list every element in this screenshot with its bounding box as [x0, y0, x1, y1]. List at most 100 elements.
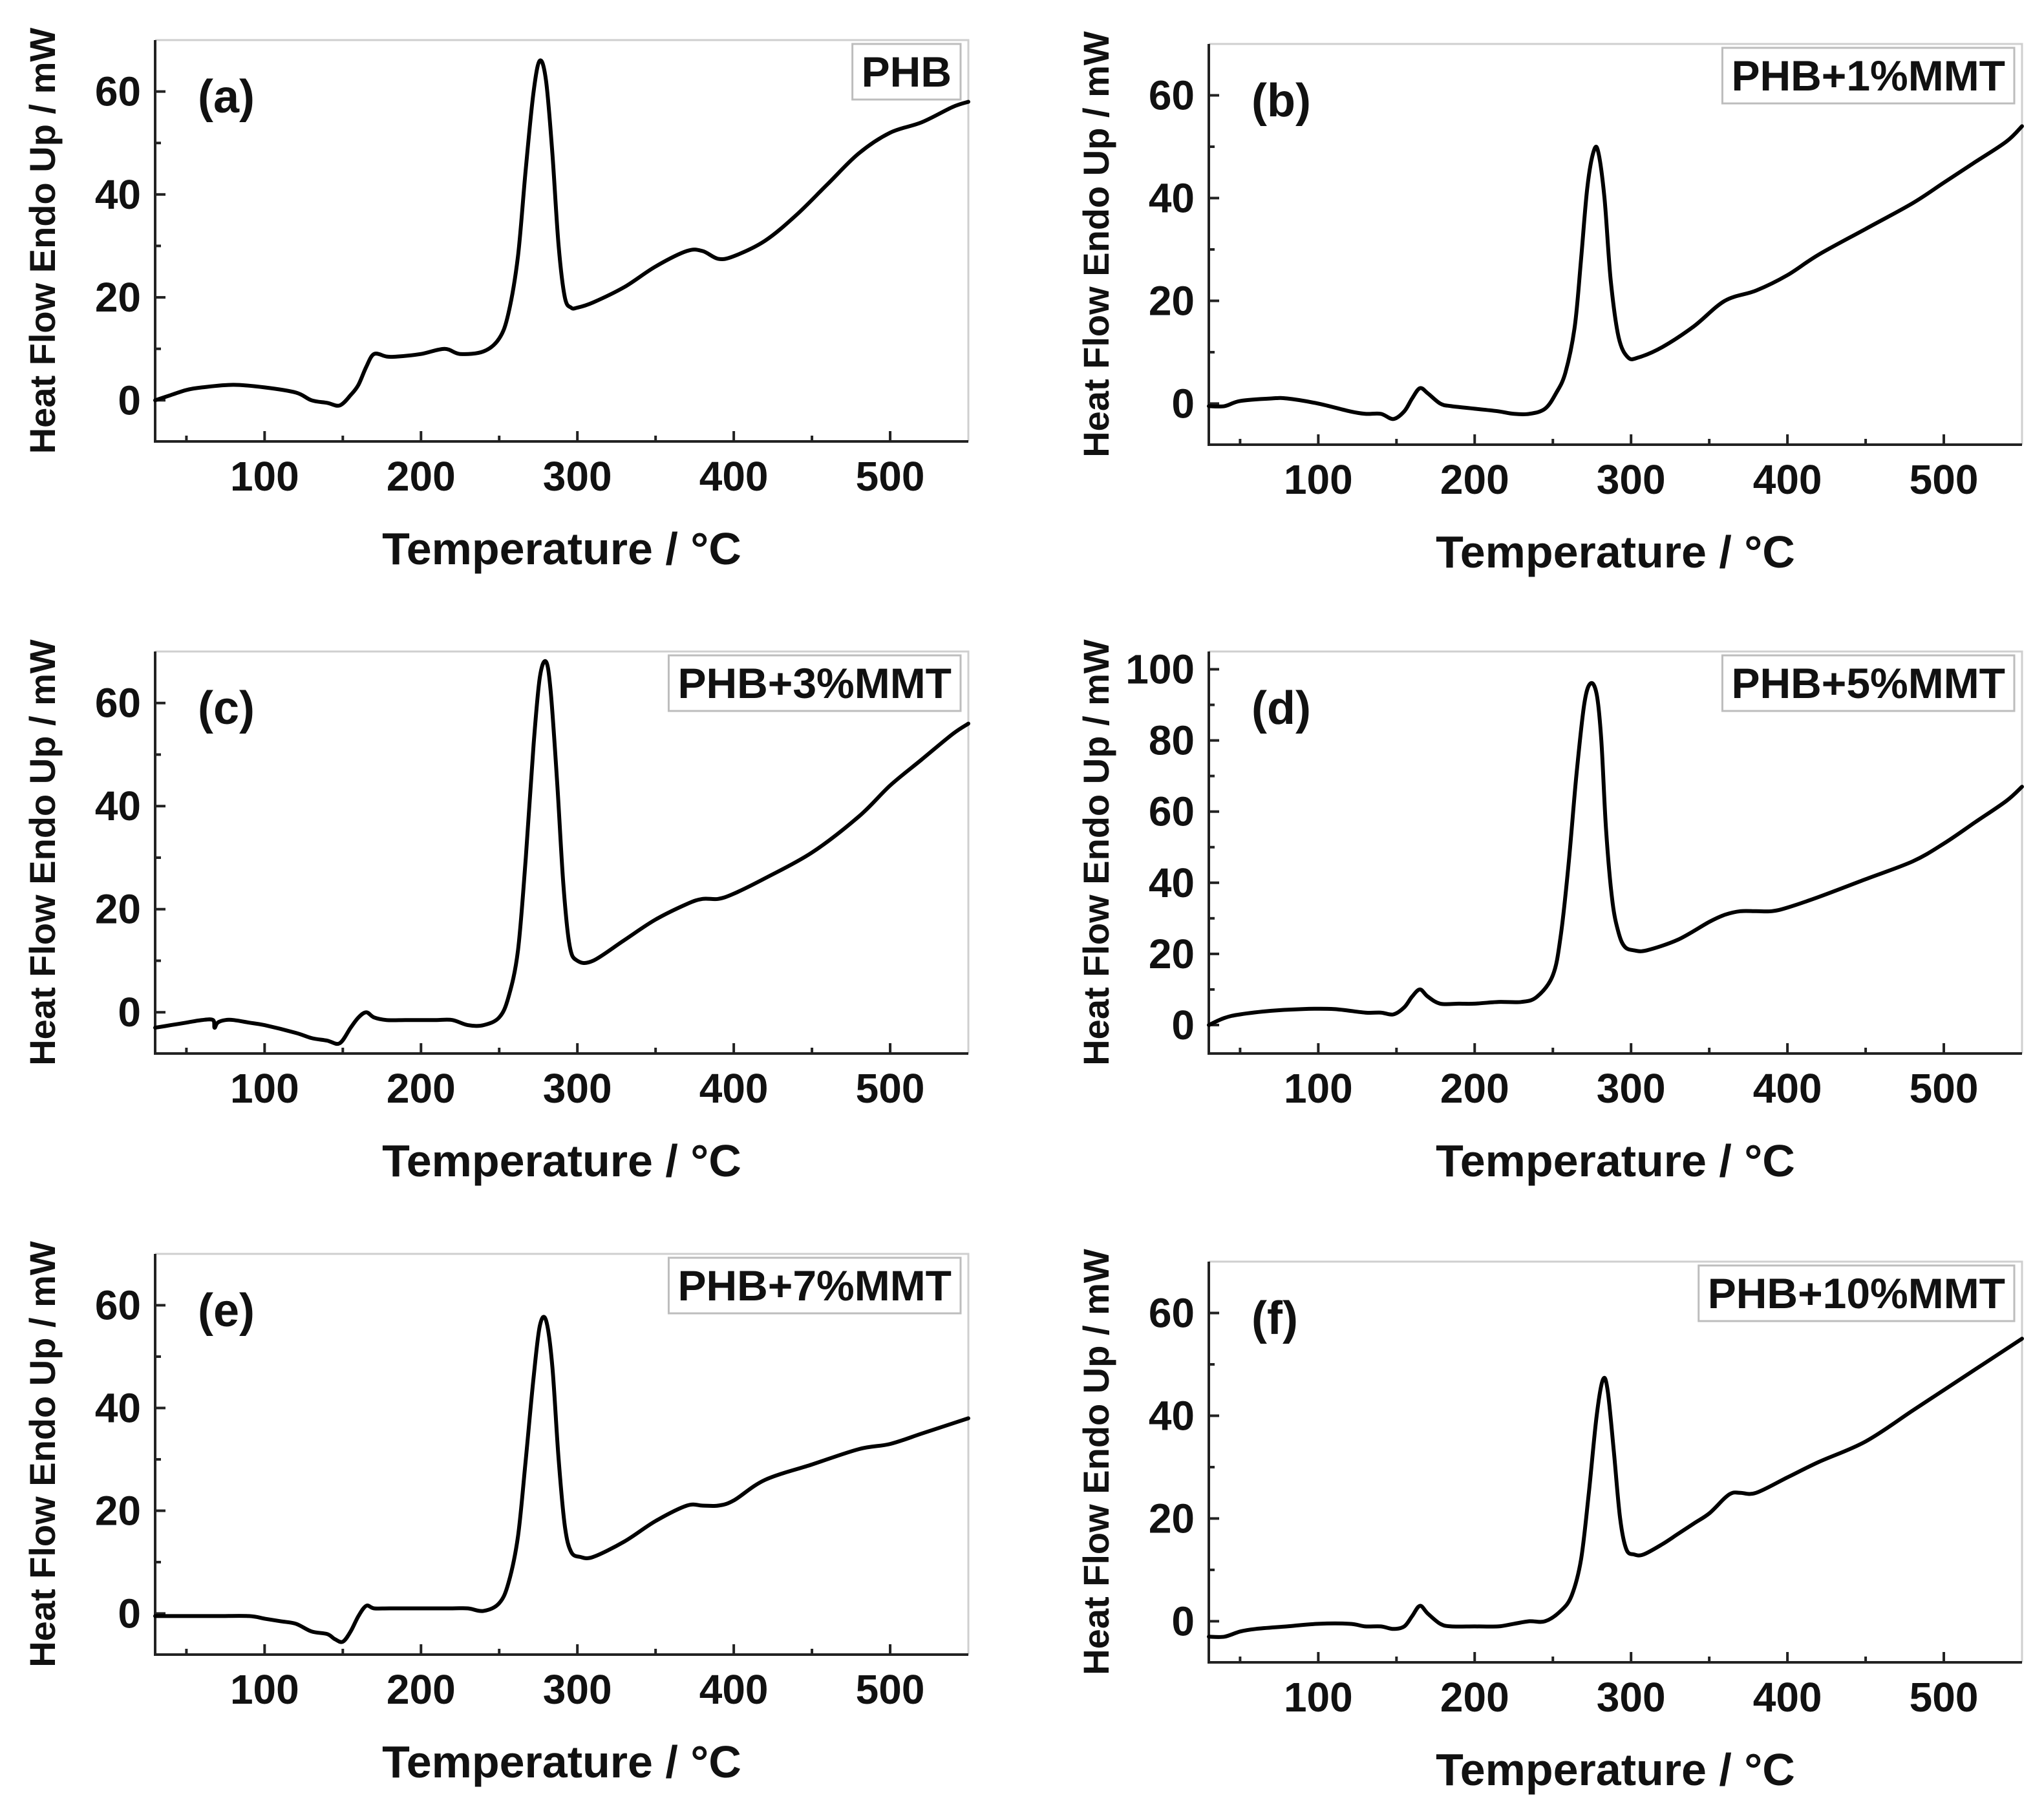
panel-f-series-line [1207, 1337, 2024, 1639]
panel-f-xtick-label: 100 [1284, 1674, 1353, 1721]
panel-d-xtick-label: 300 [1597, 1065, 1666, 1112]
panel-a-xtick-label: 500 [856, 453, 925, 500]
panel-d-ytick-label: 20 [1149, 931, 1195, 977]
panel-e-ytick-label: 60 [95, 1282, 141, 1328]
panel-d-xtick-label: 100 [1284, 1065, 1353, 1112]
panel-a-ytick-label: 40 [95, 171, 141, 218]
panel-b: 100 200 300 400 500 0 20 40 60 Temperature / °C He… [1076, 31, 2024, 577]
panel-d-ytick-label: 60 [1149, 789, 1195, 835]
panel-c-xtick-label: 500 [856, 1065, 925, 1112]
panel-d-series-line [1207, 681, 2024, 1027]
panel-b-ylabel: Heat Flow Endo Up / mW [1076, 31, 1116, 458]
panel-c-ytick-label: 40 [95, 783, 141, 829]
panel-e-legend-box [667, 1256, 962, 1315]
panel-b-ytick-label: 20 [1149, 277, 1195, 324]
panel-e-xtick-label: 300 [543, 1666, 612, 1713]
panel-f-legend: PHB+10%MMT [1698, 1264, 2016, 1322]
panel-c-legend-box [667, 654, 962, 712]
panel-e-ylabel: Heat Flow Endo Up / mW [22, 1241, 63, 1668]
panel-c-frame-edge [155, 650, 970, 1054]
panel-c-xtick-label: 100 [230, 1065, 299, 1112]
panel-d-ytick-label: 40 [1149, 860, 1195, 906]
panel-b-xtick-label: 400 [1753, 456, 1822, 503]
panel-c-ytick-label: 60 [95, 680, 141, 726]
panel-b-legend: PHB+1%MMT [1721, 47, 2016, 105]
panel-d: 100 200 300 400 500 0 20 40 60 80 100 Temperature /… [1076, 639, 2024, 1186]
panel-a-xlabel: Temperature / °C [382, 524, 741, 574]
panel-e-axes [154, 1254, 968, 1656]
panel-a-xtick-label: 200 [387, 453, 456, 500]
panel-f-tag: (f) [1251, 1293, 1298, 1344]
panel-f-ylabel: Heat Flow Endo Up / mW [1076, 1249, 1116, 1675]
panel-e-legend: PHB+7%MMT [667, 1256, 962, 1315]
panel-e-xlabel: Temperature / °C [382, 1737, 741, 1787]
panel-b-series-line [1207, 124, 2024, 421]
panel-c-xtick-label: 300 [543, 1065, 612, 1112]
panel-d-ytick-label: 100 [1125, 646, 1195, 693]
panel-a-legend: PHB [851, 43, 962, 101]
panel-a-axes [154, 40, 968, 443]
panel-a-xtick-label: 100 [230, 453, 299, 500]
panel-d-ylabel: Heat Flow Endo Up / mW [1076, 639, 1116, 1066]
panel-e: 100 200 300 400 500 0 20 40 60 Temperature / °C He… [22, 1241, 970, 1787]
panel-e-xtick-label: 400 [699, 1666, 769, 1713]
panel-c-ytick-label: 20 [95, 886, 141, 933]
panel-e-ytick-label: 40 [95, 1384, 141, 1431]
panel-c-ytick-label: 0 [118, 989, 141, 1035]
panel-e-ytick-label: 20 [95, 1487, 141, 1534]
panel-b-xtick-label: 100 [1284, 456, 1353, 503]
panel-e-xtick-label: 500 [856, 1666, 925, 1713]
panel-b-frame-edge [1209, 43, 2023, 445]
panel-b-xlabel: Temperature / °C [1436, 527, 1795, 577]
panel-d-xtick-label: 400 [1753, 1065, 1822, 1112]
panel-e-ytick-label: 0 [118, 1590, 141, 1636]
panel-c-axes [154, 651, 968, 1055]
panel-e-tag: (e) [198, 1285, 255, 1337]
panel-b-xtick-label: 500 [1910, 456, 1979, 503]
panel-c-legend-text: PHB+3%MMT [677, 659, 952, 707]
panel-d-frame-edge [1209, 650, 2023, 1054]
panel-c-legend: PHB+3%MMT [667, 654, 962, 712]
panel-a-legend-box [851, 43, 962, 101]
panel-c-xtick-label: 400 [699, 1065, 769, 1112]
panel-f-xtick-label: 200 [1440, 1674, 1509, 1721]
panel-d-legend-text: PHB+5%MMT [1731, 659, 2005, 707]
panel-f-xlabel: Temperature / °C [1436, 1744, 1795, 1795]
panel-b-tag: (b) [1251, 75, 1311, 127]
panel-f: 100 200 300 400 500 0 20 40 60 Temperature / °C He… [1076, 1249, 2024, 1795]
panel-e-series-line [153, 1315, 970, 1644]
panel-b-axes [1208, 44, 2022, 446]
panel-c: 100 200 300 400 500 0 20 40 60 Temperature / °C He… [22, 639, 970, 1186]
panel-d-legend-box [1721, 654, 2016, 712]
panel-e-xtick-label: 100 [230, 1666, 299, 1713]
panel-b-legend-box [1721, 47, 2016, 105]
panel-b-legend-text: PHB+1%MMT [1731, 52, 2005, 100]
panel-a-xtick-label: 300 [543, 453, 612, 500]
panel-b-ytick-label: 0 [1171, 380, 1195, 427]
panel-a-series-line [153, 58, 970, 408]
panel-a-xtick-label: 400 [699, 453, 769, 500]
panel-f-legend-text: PHB+10%MMT [1708, 1269, 2005, 1317]
panel-c-ylabel: Heat Flow Endo Up / mW [22, 639, 63, 1066]
panel-f-frame-edge [1209, 1260, 2023, 1662]
panel-e-frame-edge [155, 1253, 970, 1655]
panel-a-ytick-label: 60 [95, 69, 141, 115]
panel-a-tag: (a) [198, 71, 255, 123]
panel-b-ytick-label: 60 [1149, 72, 1195, 118]
panel-c-xlabel: Temperature / °C [382, 1136, 741, 1186]
panel-f-ytick-label: 40 [1149, 1392, 1195, 1439]
panel-f-xtick-label: 500 [1910, 1674, 1979, 1721]
panel-d-axes [1208, 651, 2022, 1055]
panel-a-ytick-label: 20 [95, 274, 141, 321]
panel-b-xtick-label: 300 [1597, 456, 1666, 503]
panel-a-ylabel: Heat Flow Endo Up / mW [22, 28, 63, 454]
panel-d-xlabel: Temperature / °C [1436, 1136, 1795, 1186]
panel-e-xtick-label: 200 [387, 1666, 456, 1713]
panel-d-xtick-label: 200 [1440, 1065, 1509, 1112]
panel-f-ytick-label: 20 [1149, 1495, 1195, 1541]
panel-b-ytick-label: 40 [1149, 175, 1195, 221]
panel-a-legend-text: PHB [862, 48, 952, 96]
panel-e-legend-text: PHB+7%MMT [677, 1262, 952, 1309]
panel-f-ytick-label: 0 [1171, 1598, 1195, 1644]
